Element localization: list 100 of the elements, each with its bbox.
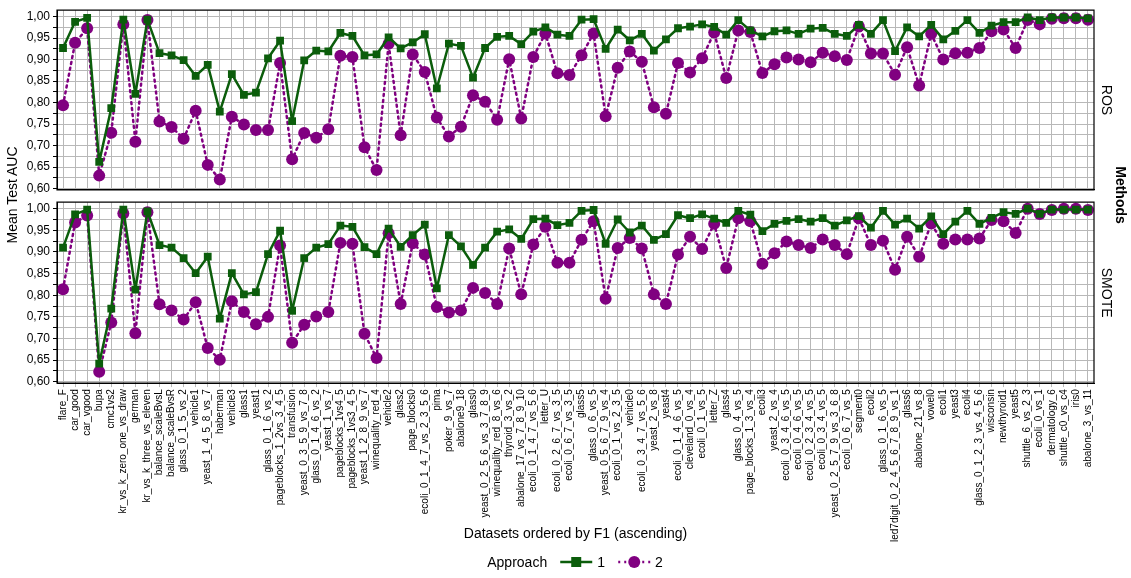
x-tick-label: pageblocks_1vs3_4_5: [346, 388, 358, 489]
x-tick-label: yeast4: [659, 388, 671, 419]
y-tick-label: 0,70: [26, 137, 51, 152]
y-tick-label: 0,75: [26, 309, 51, 324]
x-tick-label: yeast_0_5_6_7_9_vs_4: [599, 388, 611, 496]
x-tick-label: ecoli3: [756, 388, 768, 416]
y-tick-label: 0,65: [26, 352, 51, 367]
x-tick-label: balance_scaleBvsR: [165, 389, 177, 477]
x-tick-label: thyroid_3_vs_2: [502, 388, 514, 457]
legend-label: 1: [597, 554, 605, 570]
y-tick-label: 0,60: [26, 180, 51, 195]
x-tick-label: yeast_2_vs_4: [768, 388, 780, 451]
x-tick-label: pageblocks_1vs4_5: [334, 388, 346, 478]
x-tick-label: glass_0_1_4_6_vs_2: [310, 388, 321, 484]
x-axis-title: Datasets ordered by F1 (ascending): [463, 525, 688, 541]
x-tick-label: ecoli_0_3_4_7_vs_5_6: [635, 388, 647, 492]
x-tick-label: ecoli_0_6_7_vs_3_5: [563, 388, 575, 481]
x-tick-label: glass_0_6_vs_5: [587, 388, 599, 462]
x-tick-label: yeast_1_2_8_9_vs_7: [358, 388, 370, 485]
x-tick-label: ecoli_0_1_4_7_vs_2_3_5_6: [418, 388, 430, 515]
x-tick-label: ecoli_0_6_7_vs_5: [840, 388, 852, 470]
x-tick-label: ecoli_0_2_6_7_vs_3_5: [551, 388, 563, 492]
x-tick-label: abalone_3_vs_11: [1081, 388, 1093, 468]
x-tick-label: winequality_red_8_vs_6: [490, 388, 502, 498]
x-tick-label: iris0: [1069, 388, 1081, 408]
x-tick-label: car_vgood: [80, 389, 92, 436]
x-tick-label: vehicle0: [623, 388, 635, 426]
y-tick-label: 0,70: [26, 330, 51, 345]
legend-label: 2: [654, 554, 663, 570]
x-tick-label: cmc1vs2: [105, 388, 117, 429]
x-tick-label: yeast3: [949, 388, 961, 419]
y-tick-label: 0,80: [26, 94, 51, 109]
x-tick-label: letter_U: [539, 389, 551, 425]
x-tick-label: winequality_red_4: [370, 388, 382, 471]
x-tick-label: yeast5: [1009, 388, 1021, 419]
x-tick-label: glass_0_1_6_vs_5: [876, 388, 888, 473]
x-tick-label: yeast_0_3_5_9_vs_7_8: [297, 388, 309, 496]
x-tick-label: abalone_21_vs_8: [912, 388, 924, 469]
x-tick-label: abalone_17_vs_7_8_9_10: [514, 388, 526, 507]
x-tick-label: ecoli_0_3_4_vs_5: [816, 388, 828, 470]
x-tick-label: glass1: [237, 388, 249, 418]
x-tick-label: german: [129, 389, 141, 423]
x-tick-label: balance_scaleBvsL: [153, 388, 165, 476]
text: Methods: [1113, 166, 1129, 224]
y-axis-title: Mean Test AUC: [4, 146, 20, 244]
x-tick-label: glass0: [466, 388, 478, 418]
x-tick-label: vowel0: [924, 388, 936, 421]
x-tick-label: haberman: [213, 389, 225, 435]
y-tick-label: 1,00: [26, 8, 51, 23]
y-tick-label: 1,00: [26, 201, 51, 215]
x-tick-label: ecoli_0_2_3_4_vs_5: [804, 388, 816, 481]
text: SMOTE: [1099, 267, 1116, 318]
x-tick-label: kr_vs_k_zero_one_vs_draw: [117, 388, 129, 514]
x-tick-label: page_blocks_1_3_vs_4: [744, 388, 756, 495]
x-tick-label: shuttle_c0_vs_c4: [1057, 388, 1069, 467]
x-tick-label: glass_0_1_2_3_vs_4_5_6: [973, 388, 985, 506]
x-tick-label: glass6: [900, 388, 912, 418]
x-tick-label: kr_vs_k_three_vs_eleven: [141, 389, 153, 503]
x-tick-label: newthyroid1: [997, 388, 1009, 443]
x-tick-label: glass_0_1_6_vs_2: [261, 388, 273, 473]
x-tick-label: segment0: [852, 388, 864, 433]
x-tick-label: vehicle1: [189, 388, 201, 426]
x-tick-label: ecoli_0_1_4_6_vs_5: [671, 388, 683, 481]
x-tick-label: letter_Z: [707, 389, 719, 423]
x-tick-label: abalone9_18: [454, 388, 466, 447]
x-tick-label: cleveland_0_vs_4: [683, 388, 695, 470]
x-tick-label: ecoli1: [937, 388, 949, 416]
y-tick-label: 0,75: [26, 116, 51, 131]
text: ROS: [1099, 84, 1116, 116]
x-tick-label: ecoli_0_3_4_6_vs_5: [780, 388, 792, 481]
x-tick-label: yeast_1_vs_7: [322, 388, 334, 451]
x-tick-label: pima: [430, 388, 442, 411]
x-tick-label: shuttle_6_vs_2_3: [1021, 388, 1033, 468]
x-tick-label: ecoli_0_vs_1: [1033, 388, 1045, 448]
x-tick-label: ecoli_0_1_4_7_vs_5_6: [527, 388, 539, 492]
y-tick-label: 0,95: [26, 222, 51, 237]
y-tick-label: 0,60: [26, 374, 51, 389]
legend-title: Approach: [487, 554, 548, 570]
y-tick-label: 0,90: [26, 244, 51, 259]
x-tick-label: poker_9_vs_7: [442, 388, 454, 452]
y-tick-label: 0,80: [26, 287, 51, 302]
x-tick-label: glass4: [719, 388, 731, 418]
x-tick-label: pageblocks_1_2vs_3_4_5: [273, 388, 285, 506]
y-tick-label: 0,85: [26, 265, 51, 280]
x-tick-label: page_blocks0: [406, 388, 418, 451]
x-tick-label: car_good: [68, 389, 80, 431]
x-tick-label: transfusion: [285, 389, 297, 438]
x-tick-label: ecoli_0_1_vs_2_3_5: [611, 388, 623, 481]
x-tick-label: yeast_1_4_5_8_vs_7: [201, 388, 213, 485]
x-tick-label: bupa: [92, 388, 104, 412]
x-tick-label: ecoli_0_1_vs_5: [695, 388, 707, 459]
x-tick-label: glass5: [575, 388, 587, 418]
y-tick-label: 0,65: [26, 159, 51, 174]
y-tick-label: 0,95: [26, 30, 51, 45]
x-tick-label: glass_0_4_vs_5: [732, 388, 744, 462]
x-tick-label: led7digit_0_2_4_5_6_7_8_9_vs_1: [888, 388, 900, 542]
y-tick-label: 0,85: [26, 73, 51, 88]
x-tick-label: yeast_0_2_5_6_vs_3_7_8_9: [478, 388, 490, 518]
y-tick-label: 0,90: [26, 51, 51, 66]
x-tick-label: ecoli2: [864, 388, 876, 416]
